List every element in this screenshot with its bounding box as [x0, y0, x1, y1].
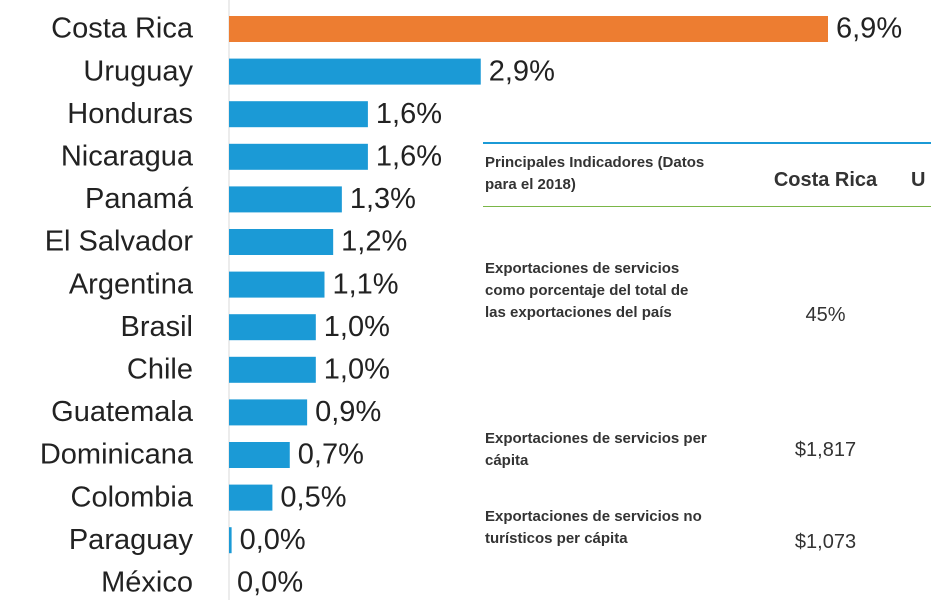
value-label: 1,0% — [324, 311, 390, 343]
bar — [229, 527, 232, 554]
bar — [229, 143, 368, 170]
bar — [229, 186, 342, 213]
category-label: El Salvador — [45, 226, 194, 258]
bar — [229, 314, 316, 341]
header-cell: Principales Indicadores (Datos para el 2… — [485, 154, 705, 193]
bar — [229, 356, 316, 383]
table-header: Principales Indicadores (Datos para el 2… — [483, 144, 931, 207]
row-value: $1,817 — [794, 439, 857, 461]
category-label: Brasil — [120, 311, 193, 343]
header-cell: Costa Rica — [773, 169, 878, 191]
category-label: Panamá — [85, 183, 194, 215]
value-label: 1,3% — [350, 183, 416, 215]
value-label: 1,2% — [341, 226, 407, 258]
category-label: Guatemala — [51, 396, 194, 428]
row-label: Exportaciones de servicios no turísticos… — [485, 508, 702, 547]
bar — [229, 101, 368, 128]
bar — [229, 399, 308, 426]
indicator-table: Principales Indicadores (Datos para el 2… — [483, 142, 931, 600]
bar — [229, 271, 325, 298]
value-label: 1,6% — [376, 140, 442, 172]
row-value: $1,073 — [794, 531, 857, 553]
value-label: 0,7% — [298, 439, 364, 471]
value-label: 1,0% — [324, 353, 390, 385]
bar — [229, 58, 481, 85]
value-label: 1,6% — [376, 98, 442, 130]
category-label: Costa Rica — [51, 13, 194, 45]
category-label: Paraguay — [69, 524, 194, 556]
category-label: Argentina — [69, 268, 194, 300]
row-label: Exportaciones de servicios per cápita — [485, 430, 707, 469]
value-label: 0,0% — [240, 524, 306, 556]
category-label: México — [101, 566, 193, 598]
value-label: 0,0% — [237, 566, 303, 598]
bar — [229, 442, 290, 468]
bar — [229, 229, 334, 255]
category-label: Dominicana — [40, 439, 194, 471]
bar — [229, 484, 273, 511]
category-label: Chile — [127, 353, 193, 385]
row-value: 45% — [805, 304, 846, 326]
header-cell: U — [911, 169, 926, 191]
value-label: 2,9% — [489, 55, 555, 87]
category-label: Uruguay — [83, 55, 193, 87]
value-label: 0,9% — [315, 396, 381, 428]
category-label: Colombia — [71, 481, 194, 513]
category-label: Honduras — [67, 98, 193, 130]
value-label: 1,1% — [332, 268, 398, 300]
value-label: 6,9% — [836, 13, 902, 45]
row-label: Exportaciones de servicios como porcenta… — [485, 260, 689, 321]
bar — [229, 16, 828, 42]
category-label: Nicaragua — [61, 140, 194, 172]
value-label: 0,5% — [280, 481, 346, 513]
